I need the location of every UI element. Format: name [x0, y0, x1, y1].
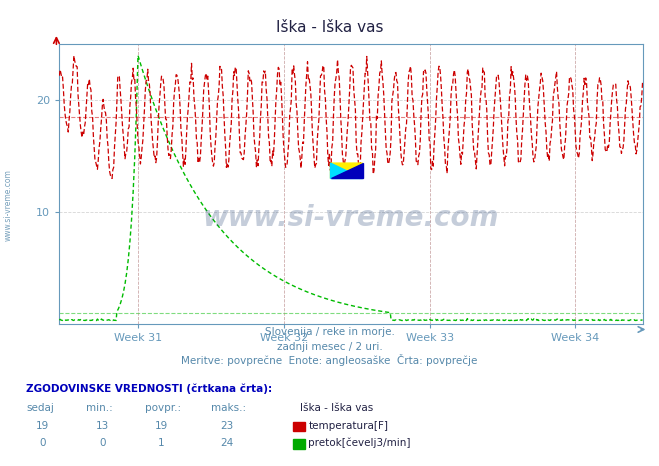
- Text: zadnji mesec / 2 uri.: zadnji mesec / 2 uri.: [277, 342, 382, 351]
- Text: 19: 19: [36, 421, 49, 431]
- Text: 0: 0: [40, 439, 46, 448]
- Text: pretok[čevelj3/min]: pretok[čevelj3/min]: [308, 438, 411, 448]
- Text: Slovenija / reke in morje.: Slovenija / reke in morje.: [264, 327, 395, 336]
- Text: temperatura[F]: temperatura[F]: [308, 421, 388, 431]
- Text: www.si-vreme.com: www.si-vreme.com: [203, 204, 499, 232]
- Text: Meritve: povprečne  Enote: angleosaške  Črta: povprečje: Meritve: povprečne Enote: angleosaške Čr…: [181, 355, 478, 366]
- Text: povpr.:: povpr.:: [145, 403, 181, 413]
- Text: 23: 23: [221, 421, 234, 431]
- Text: maks.:: maks.:: [211, 403, 246, 413]
- Polygon shape: [331, 163, 362, 178]
- Text: www.si-vreme.com: www.si-vreme.com: [3, 169, 13, 241]
- Text: 19: 19: [155, 421, 168, 431]
- Text: 0: 0: [99, 439, 105, 448]
- Text: sedaj: sedaj: [26, 403, 54, 413]
- Text: ZGODOVINSKE VREDNOSTI (črtkana črta):: ZGODOVINSKE VREDNOSTI (črtkana črta):: [26, 384, 272, 394]
- Text: 13: 13: [96, 421, 109, 431]
- Text: Iška - Iška vas: Iška - Iška vas: [275, 20, 384, 34]
- Text: Iška - Iška vas: Iška - Iška vas: [300, 403, 373, 413]
- Text: 1: 1: [158, 439, 165, 448]
- Text: 24: 24: [221, 439, 234, 448]
- Polygon shape: [331, 163, 362, 178]
- Text: min.:: min.:: [86, 403, 113, 413]
- Polygon shape: [331, 163, 362, 178]
